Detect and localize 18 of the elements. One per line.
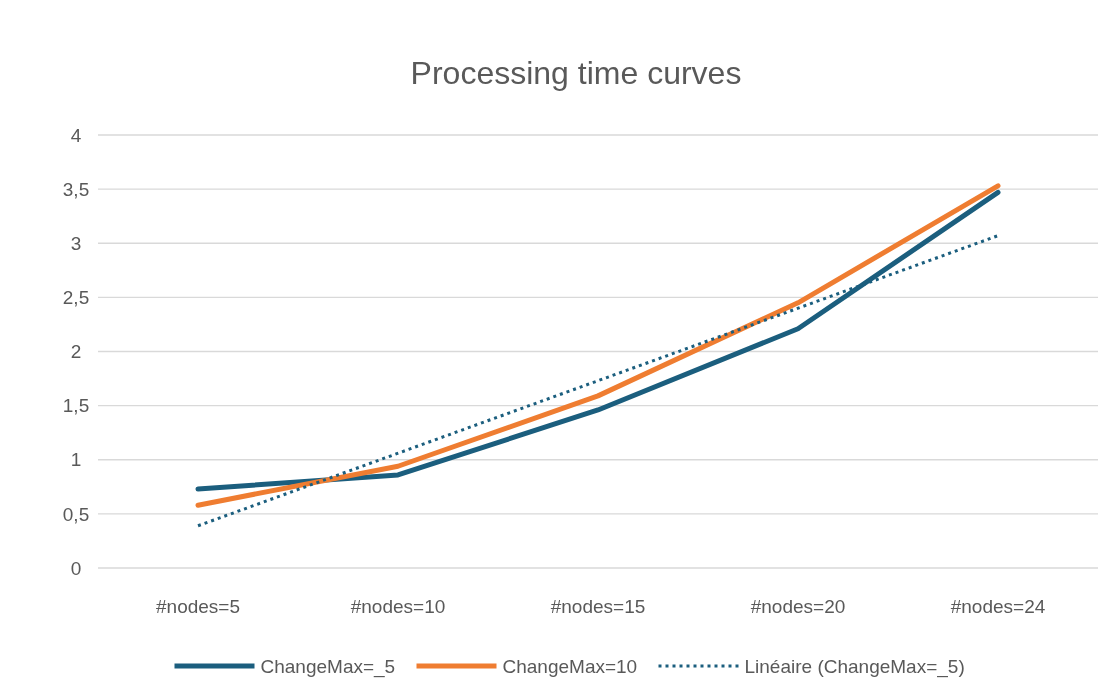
legend-label: ChangeMax=10 [502,655,638,677]
y-tick-label: 3,5 [62,178,90,200]
legend-label: Linéaire (ChangeMax=_5) [744,655,965,678]
legend-label: ChangeMax=_5 [260,655,396,678]
y-tick-label: 1 [70,449,82,471]
x-tick-label: #nodes=24 [950,595,1046,617]
x-tick-label: #nodes=15 [550,595,646,617]
y-tick-label: 3 [70,232,82,254]
x-tick-label: #nodes=20 [750,595,846,617]
y-tick-label: 1,5 [62,395,90,417]
y-tick-label: 2,5 [62,287,90,309]
y-tick-label: 0 [70,557,82,579]
y-tick-label: 2 [70,341,82,363]
x-tick-label: #nodes=5 [156,595,240,617]
x-tick-label: #nodes=10 [350,595,446,617]
y-tick-label: 0,5 [62,503,90,525]
chart-title: Processing time curves [410,55,742,91]
y-tick-label: 4 [70,124,82,146]
